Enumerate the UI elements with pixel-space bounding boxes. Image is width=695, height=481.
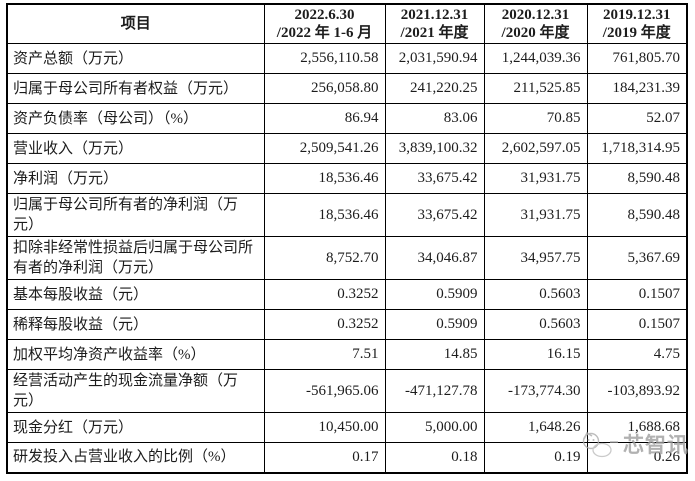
- value-cell: 2,031,590.94: [384, 43, 485, 74]
- row-label-cell: 扣除非经常性损益后归属于母公司所有者的净利润（万元）: [6, 236, 265, 280]
- value-cell: 34,046.87: [384, 236, 485, 280]
- value-cell: 31,931.75: [483, 163, 588, 194]
- value-cell: 8,752.70: [263, 236, 386, 280]
- value-cell: 18,536.46: [263, 193, 386, 237]
- value-cell: -471,127.78: [384, 369, 485, 413]
- value-cell: 0.3252: [263, 279, 386, 310]
- value-cell: 256,058.80: [263, 73, 386, 104]
- row-label-cell: 资产负债率（母公司）（%）: [6, 103, 265, 134]
- value-cell: 18,536.46: [263, 163, 386, 194]
- header-period-2020: 2020.12.31 /2020 年度: [483, 3, 588, 44]
- table-row: 营业收入（万元） 2,509,541.26 3,839,100.32 2,602…: [6, 133, 688, 164]
- value-cell: 0.5603: [483, 279, 588, 310]
- table-row: 扣除非经常性损益后归属于母公司所有者的净利润（万元） 8,752.70 34,0…: [6, 236, 688, 280]
- value-cell: 3,839,100.32: [384, 133, 485, 164]
- period-date: 2020.12.31: [501, 7, 570, 23]
- value-cell: 14.85: [384, 339, 485, 370]
- value-cell: 33,675.42: [384, 163, 485, 194]
- period-date: 2019.12.31: [603, 7, 671, 23]
- period-date: 2022.6.30: [294, 7, 355, 23]
- financial-summary-table: 项目 2022.6.30 /2022 年 1-6 月 2021.12.31 /2…: [6, 3, 688, 474]
- value-cell: 0.1507: [586, 309, 688, 340]
- value-cell: -561,965.06: [263, 369, 386, 413]
- value-cell: 5,367.69: [586, 236, 688, 280]
- table-row: 净利润（万元） 18,536.46 33,675.42 31,931.75 8,…: [6, 163, 688, 194]
- value-cell: 10,450.00: [263, 412, 386, 443]
- value-cell: 184,231.39: [586, 73, 688, 104]
- value-cell: 0.5603: [483, 309, 588, 340]
- table-row: 研发投入占营业收入的比例（%） 0.17 0.18 0.19 0.26: [6, 442, 688, 473]
- period-date: 2021.12.31: [400, 7, 469, 23]
- value-cell: 1,718,314.95: [586, 133, 688, 164]
- value-cell: 1,648.26: [483, 412, 588, 443]
- value-cell: 52.07: [586, 103, 688, 134]
- table-row: 加权平均净资产收益率（%） 7.51 14.85 16.15 4.75: [6, 339, 688, 370]
- value-cell: 31,931.75: [483, 193, 588, 237]
- row-label-cell: 基本每股收益（元）: [6, 279, 265, 310]
- table-row: 归属于母公司所有者权益（万元） 256,058.80 241,220.25 21…: [6, 73, 688, 104]
- period-range: /2020 年度: [501, 25, 570, 41]
- table-row: 经营活动产生的现金流量净额（万元） -561,965.06 -471,127.7…: [6, 369, 688, 413]
- value-cell: 33,675.42: [384, 193, 485, 237]
- value-cell: 0.19: [483, 442, 588, 473]
- value-cell: 86.94: [263, 103, 386, 134]
- header-period-2021: 2021.12.31 /2021 年度: [384, 3, 485, 44]
- value-cell: -173,774.30: [483, 369, 588, 413]
- value-cell: 2,602,597.05: [483, 133, 588, 164]
- table-row: 基本每股收益（元） 0.3252 0.5909 0.5603 0.1507: [6, 279, 688, 310]
- value-cell: 1,688.68: [586, 412, 688, 443]
- row-label-cell: 净利润（万元）: [6, 163, 265, 194]
- row-label-cell: 加权平均净资产收益率（%）: [6, 339, 265, 370]
- row-label-cell: 经营活动产生的现金流量净额（万元）: [6, 369, 265, 413]
- header-row: 项目 2022.6.30 /2022 年 1-6 月 2021.12.31 /2…: [6, 3, 688, 44]
- row-label-cell: 营业收入（万元）: [6, 133, 265, 164]
- table-row: 现金分红（万元） 10,450.00 5,000.00 1,648.26 1,6…: [6, 412, 688, 443]
- value-cell: 0.5909: [384, 309, 485, 340]
- value-cell: 0.18: [384, 442, 485, 473]
- header-item-cell: 项目: [6, 3, 265, 44]
- period-range: /2022 年 1-6 月: [276, 25, 373, 41]
- value-cell: 83.06: [384, 103, 485, 134]
- value-cell: 0.5909: [384, 279, 485, 310]
- table-row: 稀释每股收益（元） 0.3252 0.5909 0.5603 0.1507: [6, 309, 688, 340]
- value-cell: 4.75: [586, 339, 688, 370]
- value-cell: 761,805.70: [586, 43, 688, 74]
- value-cell: 2,556,110.58: [263, 43, 386, 74]
- value-cell: -103,893.92: [586, 369, 688, 413]
- value-cell: 0.26: [586, 442, 688, 473]
- row-label-cell: 归属于母公司所有者的净利润（万元）: [6, 193, 265, 237]
- table-row: 资产负债率（母公司）（%） 86.94 83.06 70.85 52.07: [6, 103, 688, 134]
- row-label-cell: 稀释每股收益（元）: [6, 309, 265, 340]
- value-cell: 0.1507: [586, 279, 688, 310]
- value-cell: 241,220.25: [384, 73, 485, 104]
- header-period-2019: 2019.12.31 /2019 年度: [586, 3, 688, 44]
- row-label-cell: 研发投入占营业收入的比例（%）: [6, 442, 265, 473]
- table-row: 归属于母公司所有者的净利润（万元） 18,536.46 33,675.42 31…: [6, 193, 688, 237]
- row-label-cell: 现金分红（万元）: [6, 412, 265, 443]
- value-cell: 70.85: [483, 103, 588, 134]
- period-range: /2021 年度: [400, 25, 469, 41]
- value-cell: 16.15: [483, 339, 588, 370]
- value-cell: 2,509,541.26: [263, 133, 386, 164]
- value-cell: 211,525.85: [483, 73, 588, 104]
- value-cell: 1,244,039.36: [483, 43, 588, 74]
- value-cell: 34,957.75: [483, 236, 588, 280]
- value-cell: 7.51: [263, 339, 386, 370]
- value-cell: 0.3252: [263, 309, 386, 340]
- value-cell: 8,590.48: [586, 193, 688, 237]
- row-label-cell: 归属于母公司所有者权益（万元）: [6, 73, 265, 104]
- header-period-2022h1: 2022.6.30 /2022 年 1-6 月: [263, 3, 386, 44]
- value-cell: 8,590.48: [586, 163, 688, 194]
- period-range: /2019 年度: [602, 25, 671, 41]
- table-row: 资产总额（万元） 2,556,110.58 2,031,590.94 1,244…: [6, 43, 688, 74]
- row-label-cell: 资产总额（万元）: [6, 43, 265, 74]
- value-cell: 0.17: [263, 442, 386, 473]
- value-cell: 5,000.00: [384, 412, 485, 443]
